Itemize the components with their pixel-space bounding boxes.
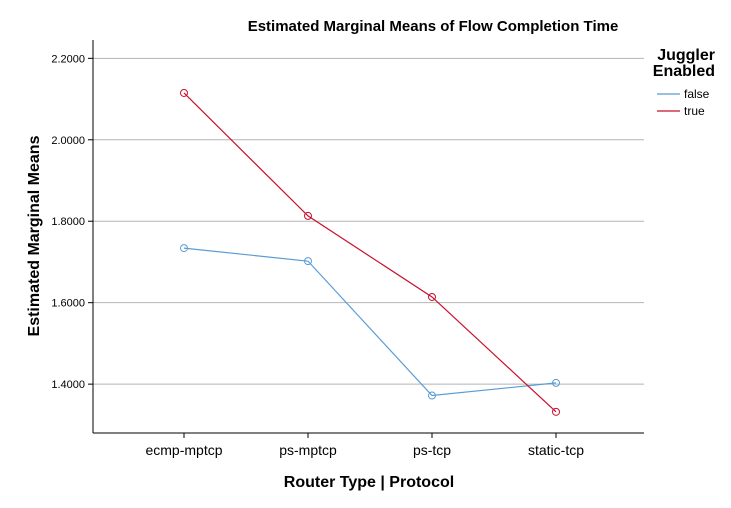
y-axis-label: Estimated Marginal Means: [26, 135, 43, 336]
data-point: [552, 378, 560, 387]
data-point: [428, 391, 436, 400]
data-point: [304, 257, 312, 266]
chart-title: Estimated Marginal Means of Flow Complet…: [248, 18, 619, 35]
x-tick-labels: ecmp-mptcp ps-mptcp ps-tcp static-tcp: [145, 433, 584, 458]
x-tick-label: ps-mptcp: [279, 442, 337, 458]
legend-label: false: [684, 87, 710, 101]
data-point: [180, 88, 188, 97]
y-tick-label: 2.0000: [51, 135, 85, 147]
data-point: [304, 211, 312, 220]
legend-items: false true: [657, 87, 710, 118]
gridlines: [93, 57, 644, 385]
x-axis-label: Router Type | Protocol: [284, 474, 454, 491]
legend-title-line-1: Juggler: [657, 47, 715, 64]
x-tick-label: ps-tcp: [413, 442, 451, 458]
legend-item-false: false: [657, 87, 710, 101]
x-tick-label: static-tcp: [528, 442, 584, 458]
y-tick-labels: 1.4000 1.6000 1.8000 2.0000 2.2000: [51, 53, 93, 391]
series-false: [180, 244, 560, 400]
data-point: [552, 407, 560, 416]
legend-title-line-2: Enabled: [653, 63, 715, 80]
series-true: [180, 88, 560, 416]
data-point: [428, 292, 436, 301]
series-line: [183, 247, 557, 397]
x-tick-label: ecmp-mptcp: [145, 442, 222, 458]
series-lines: [180, 88, 560, 416]
data-point: [180, 244, 188, 253]
y-tick-label: 1.6000: [51, 298, 85, 310]
legend: Juggler Enabled false true: [653, 47, 715, 118]
y-tick-label: 2.2000: [51, 53, 85, 65]
y-tick-label: 1.4000: [51, 379, 85, 391]
legend-item-true: true: [657, 104, 705, 118]
legend-label: true: [684, 104, 705, 118]
y-tick-label: 1.8000: [51, 216, 85, 228]
series-line: [183, 92, 557, 413]
